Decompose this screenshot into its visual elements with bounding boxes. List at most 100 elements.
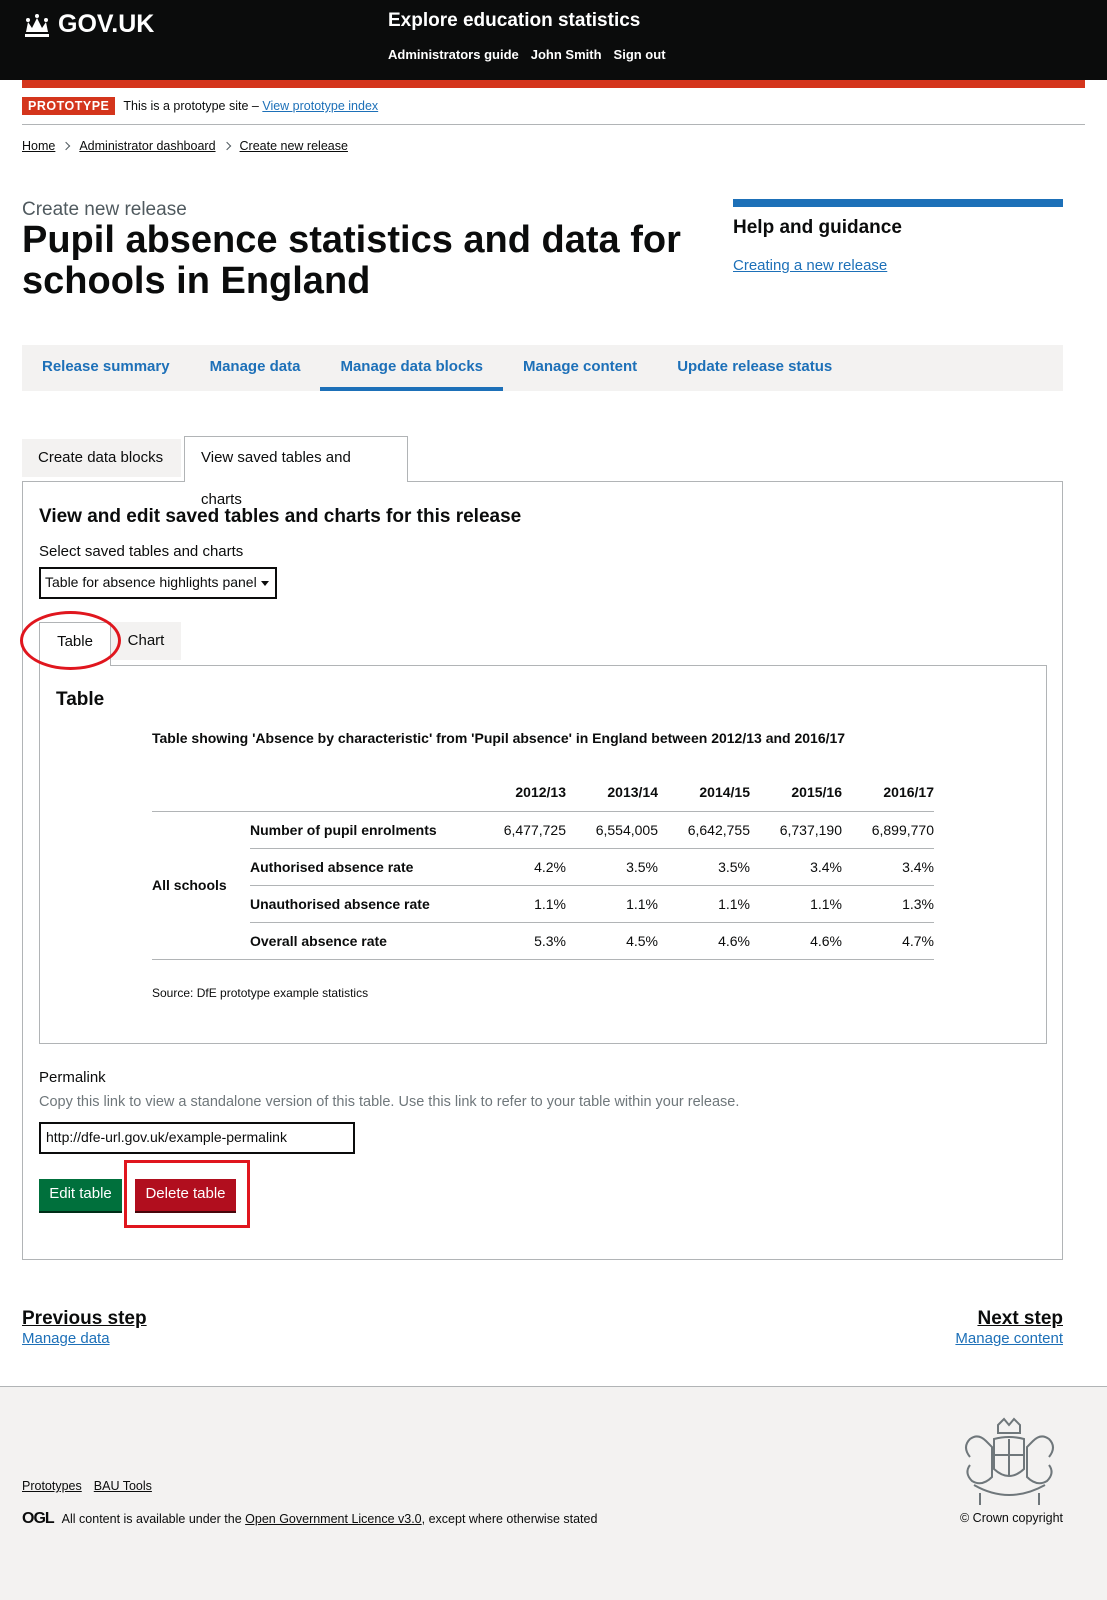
edit-table-button[interactable]: Edit table bbox=[39, 1179, 122, 1211]
divider bbox=[22, 124, 1085, 125]
annotation-box bbox=[124, 1160, 250, 1228]
tab-panel bbox=[22, 481, 1063, 1260]
table-cell: 1.1% bbox=[658, 885, 750, 923]
licence: OGL All content is available under the O… bbox=[22, 1510, 597, 1528]
previous-step-link[interactable]: Manage data bbox=[22, 1330, 110, 1347]
release-nav: Release summary Manage data Manage data … bbox=[22, 345, 1063, 391]
table-cell: 3.4% bbox=[842, 848, 934, 886]
administrators-guide-link[interactable]: Administrators guide bbox=[388, 47, 519, 62]
page-title: Pupil absence statistics and data for sc… bbox=[22, 219, 681, 303]
nav-manage-data-blocks[interactable]: Manage data blocks bbox=[320, 345, 503, 391]
table-cell: 5.3% bbox=[474, 922, 566, 960]
saved-tables-select[interactable]: Table for absence highlights panel bbox=[39, 567, 277, 599]
annotation-circle bbox=[20, 611, 121, 670]
header-accent-bar bbox=[22, 80, 1085, 88]
column-header: 2014/15 bbox=[658, 774, 750, 812]
breadcrumb: Home Administrator dashboard Create new … bbox=[22, 139, 348, 153]
select-value: Table for absence highlights panel bbox=[45, 574, 257, 590]
nav-manage-content[interactable]: Manage content bbox=[523, 358, 638, 375]
next-step: Next step Manage content bbox=[955, 1308, 1063, 1348]
nav-release-summary[interactable]: Release summary bbox=[42, 358, 170, 375]
help-panel: Help and guidance Creating a new release bbox=[733, 199, 1063, 275]
data-table: 2012/13 2013/14 2014/15 2015/16 2016/17 … bbox=[152, 774, 934, 960]
site-header: GOV.UK Explore education statistics Admi… bbox=[0, 0, 1107, 80]
column-header: 2016/17 bbox=[842, 774, 934, 812]
user-name-link[interactable]: John Smith bbox=[530, 47, 602, 62]
table-cell: 1.1% bbox=[566, 885, 658, 923]
chevron-right-icon bbox=[222, 141, 231, 151]
table-cell: 3.4% bbox=[750, 848, 842, 886]
permalink-input[interactable]: http://dfe-url.gov.uk/example-permalink bbox=[39, 1122, 355, 1154]
dropdown-arrow-icon bbox=[261, 581, 269, 586]
breadcrumb-dashboard[interactable]: Administrator dashboard bbox=[79, 139, 216, 153]
prototype-index-link[interactable]: View prototype index bbox=[262, 99, 379, 113]
table-cell: 4.7% bbox=[842, 922, 934, 960]
table-corner bbox=[250, 774, 474, 812]
nav-manage-data[interactable]: Manage data bbox=[209, 358, 301, 375]
tab-view-saved-tables[interactable]: View saved tables and charts bbox=[184, 436, 408, 508]
table-cell: 1.1% bbox=[474, 885, 566, 923]
breadcrumb-home[interactable]: Home bbox=[22, 139, 56, 153]
prototype-text: This is a prototype site – View prototyp… bbox=[123, 99, 379, 113]
row-header: Unauthorised absence rate bbox=[250, 885, 474, 923]
table-cell: 4.2% bbox=[474, 848, 566, 886]
crown-copyright[interactable]: © Crown copyright bbox=[960, 1511, 1063, 1525]
table-cell: 4.5% bbox=[566, 922, 658, 960]
table-row: Authorised absence rate 4.2% 3.5% 3.5% 3… bbox=[152, 848, 934, 886]
prototype-tag: PROTOTYPE bbox=[22, 97, 116, 115]
licence-text: All content is available under the Open … bbox=[61, 1512, 598, 1526]
service-name[interactable]: Explore education statistics bbox=[388, 10, 641, 31]
table-cell: 6,477,725 bbox=[474, 811, 566, 849]
next-step-link[interactable]: Manage content bbox=[955, 1330, 1063, 1347]
logo-text: GOV.UK bbox=[58, 10, 155, 38]
royal-crest-icon bbox=[965, 1417, 1054, 1505]
table-cell: 4.6% bbox=[750, 922, 842, 960]
tab-create-data-blocks[interactable]: Create data blocks bbox=[22, 439, 181, 477]
next-step-title[interactable]: Next step bbox=[977, 1308, 1063, 1329]
table-row: All schools Number of pupil enrolments 6… bbox=[152, 811, 934, 960]
row-header: Authorised absence rate bbox=[250, 848, 474, 886]
table-cell: 3.5% bbox=[566, 848, 658, 886]
footer-links: Prototypes BAU Tools bbox=[22, 1479, 152, 1493]
permalink-label: Permalink bbox=[39, 1069, 106, 1086]
subtab-chart[interactable]: Chart bbox=[111, 622, 181, 660]
delete-table-button[interactable]: Delete table bbox=[135, 1179, 236, 1211]
previous-step-title[interactable]: Previous step bbox=[22, 1308, 147, 1329]
chevron-right-icon bbox=[62, 141, 71, 151]
permalink-hint: Copy this link to view a standalone vers… bbox=[39, 1094, 740, 1110]
header-nav: Administrators guide John Smith Sign out bbox=[388, 47, 666, 62]
licence-link[interactable]: Open Government Licence v3.0 bbox=[245, 1512, 422, 1526]
table-cell: 6,642,755 bbox=[658, 811, 750, 849]
nav-update-release-status[interactable]: Update release status bbox=[677, 358, 833, 375]
table-cell: 1.1% bbox=[750, 885, 842, 923]
table-cell: 6,737,190 bbox=[750, 811, 842, 849]
sign-out-link[interactable]: Sign out bbox=[613, 47, 666, 62]
footer-bau-tools-link[interactable]: BAU Tools bbox=[93, 1479, 152, 1493]
table-caption: Table showing 'Absence by characteristic… bbox=[152, 730, 846, 746]
breadcrumb-create-release[interactable]: Create new release bbox=[239, 139, 348, 153]
table-cell: 3.5% bbox=[658, 848, 750, 886]
panel-heading: View and edit saved tables and charts fo… bbox=[39, 506, 522, 527]
column-header: 2015/16 bbox=[750, 774, 842, 812]
row-header: Overall absence rate bbox=[250, 922, 474, 960]
page-caption: Create new release bbox=[22, 199, 187, 220]
ogl-logo: OGL bbox=[22, 1510, 55, 1527]
table-corner bbox=[152, 774, 250, 812]
select-label: Select saved tables and charts bbox=[39, 543, 244, 560]
table-cell: 4.6% bbox=[658, 922, 750, 960]
crown-icon bbox=[25, 13, 49, 37]
prototype-banner: PROTOTYPE This is a prototype site – Vie… bbox=[22, 97, 378, 115]
row-group-header: All schools bbox=[152, 811, 250, 960]
help-heading: Help and guidance bbox=[733, 217, 902, 238]
table-cell: 6,554,005 bbox=[566, 811, 658, 849]
previous-step: Previous step Manage data bbox=[22, 1308, 147, 1348]
table-panel bbox=[39, 665, 1047, 1044]
table-cell: 6,899,770 bbox=[842, 811, 934, 849]
help-link[interactable]: Creating a new release bbox=[733, 257, 888, 274]
table-row: Unauthorised absence rate 1.1% 1.1% 1.1%… bbox=[152, 885, 934, 923]
column-header: 2013/14 bbox=[566, 774, 658, 812]
row-header: Number of pupil enrolments bbox=[250, 811, 474, 849]
govuk-logo[interactable]: GOV.UK bbox=[22, 10, 154, 39]
footer-prototypes-link[interactable]: Prototypes bbox=[22, 1479, 82, 1493]
table-row: Overall absence rate 5.3% 4.5% 4.6% 4.6%… bbox=[152, 922, 934, 960]
